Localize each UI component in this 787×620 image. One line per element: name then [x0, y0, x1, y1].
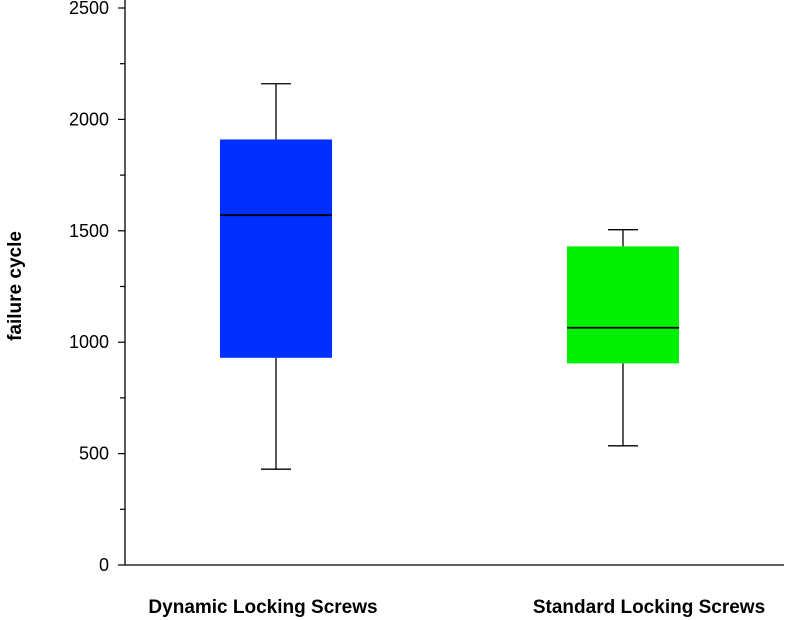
- axes: 0 500 1000 1500 2000 2500: [69, 0, 784, 575]
- x-category-label: Dynamic Locking Screws: [148, 597, 377, 618]
- box-iqr: [220, 139, 332, 358]
- y-axis-title: failure cycle: [5, 231, 26, 341]
- y-tick-label: 1000: [69, 332, 109, 352]
- y-ticks: 0 500 1000 1500 2000 2500: [69, 0, 125, 575]
- y-tick-label: 2000: [69, 109, 109, 129]
- box-iqr: [567, 246, 679, 364]
- box-group: [567, 229, 679, 447]
- category-labels: Dynamic Locking Screws Standard Locking S…: [148, 597, 765, 618]
- y-tick-label: 0: [99, 555, 109, 575]
- boxes: [220, 83, 679, 470]
- y-tick-label: 500: [79, 444, 109, 464]
- box-group: [220, 83, 332, 470]
- y-tick-label: 2500: [69, 0, 109, 18]
- x-category-label: Standard Locking Screws: [533, 597, 765, 618]
- y-tick-label: 1500: [69, 221, 109, 241]
